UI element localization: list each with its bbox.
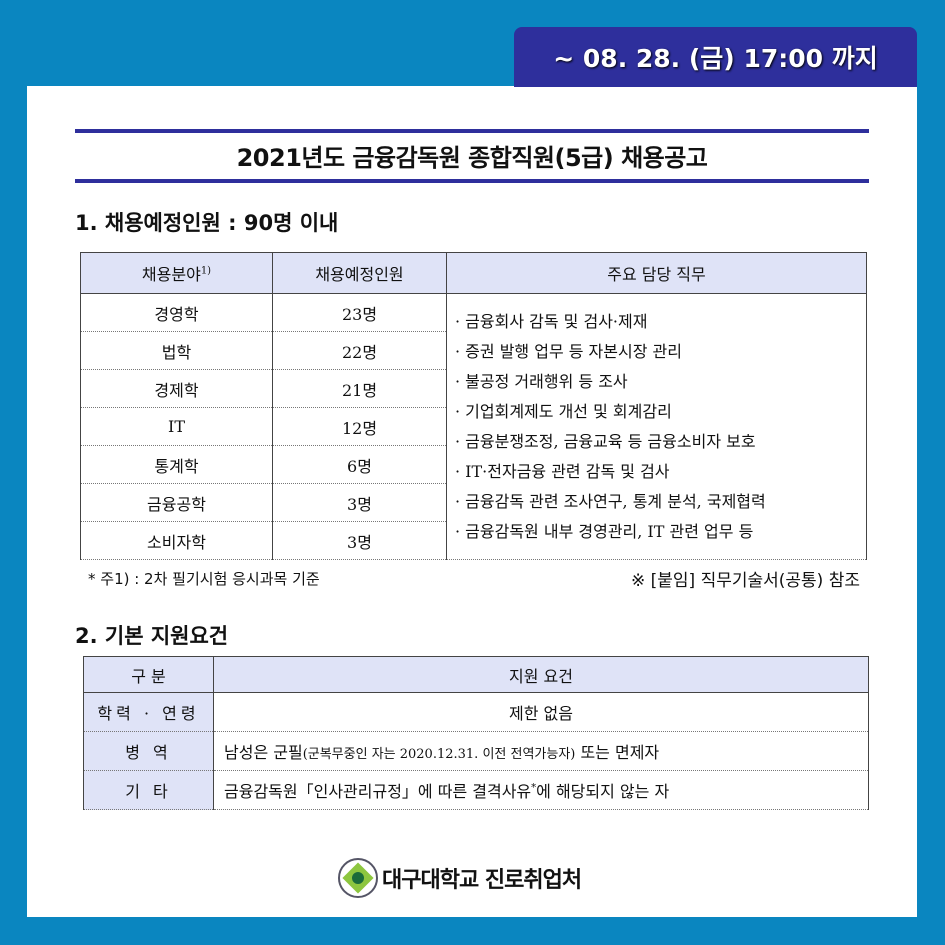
divider xyxy=(75,129,869,133)
footer-logo: 대구대학교 진로취업처 xyxy=(338,858,582,898)
requirements-table: 구 분 지원 요건 학력 · 연령 제한 없음 병 역 남성은 군필(군복무중인 자는… xyxy=(83,656,869,810)
duties-list: · 금융회사 감독 및 검사·제재 · 증권 발행 업무 등 자본시장 관리 · 불… xyxy=(446,293,867,560)
table-row: 기 타 금융감독원「인사관리규정」에 따른 결격사유*에 해당되지 않는 자 xyxy=(83,770,869,810)
col-header: 지원 요건 xyxy=(213,656,869,693)
col-header: 채용예정인원 xyxy=(272,252,447,294)
table-row: 법학 22명 xyxy=(80,331,867,370)
page-title: 2021년도 금융감독원 종합직원(5급) 채용공고 xyxy=(236,144,708,172)
col-header: 채용분야1) xyxy=(80,252,273,294)
section-heading: 1. 채용예정인원 : 90명 이내 xyxy=(75,211,339,235)
table-row: 소비자학 3명 xyxy=(80,521,867,560)
table-row: 병 역 남성은 군필(군복무중인 자는 2020.12.31. 이전 전역가능자)… xyxy=(83,731,869,771)
col-header: 주요 담당 직무 xyxy=(446,252,867,294)
section-heading: 2. 기본 지원요건 xyxy=(75,624,229,648)
table-row: 금융공학 3명 xyxy=(80,483,867,522)
footnote: * 주1) : 2차 필기시험 응시과목 기준 xyxy=(88,570,320,588)
col-header: 구 분 xyxy=(83,656,214,693)
table-row: 경영학 23명 · 금융회사 감독 및 검사·제재 · 증권 발행 업무 등 자본시… xyxy=(80,293,867,560)
table-row: IT 12명 xyxy=(80,407,867,446)
divider xyxy=(75,179,869,183)
table-row: 학력 · 연령 제한 없음 xyxy=(83,692,869,732)
recruitment-table: 채용분야1) 채용예정인원 주요 담당 직무 경영학 23명 · 금융회사 감독 … xyxy=(80,252,867,560)
university-seal-icon xyxy=(338,858,378,898)
reference-note: ※ [붙임] 직무기술서(공통) 참조 xyxy=(630,571,860,591)
table-row: 통계학 6명 xyxy=(80,445,867,484)
deadline-badge: ~ 08. 28. (금) 17:00 까지 xyxy=(514,27,917,87)
